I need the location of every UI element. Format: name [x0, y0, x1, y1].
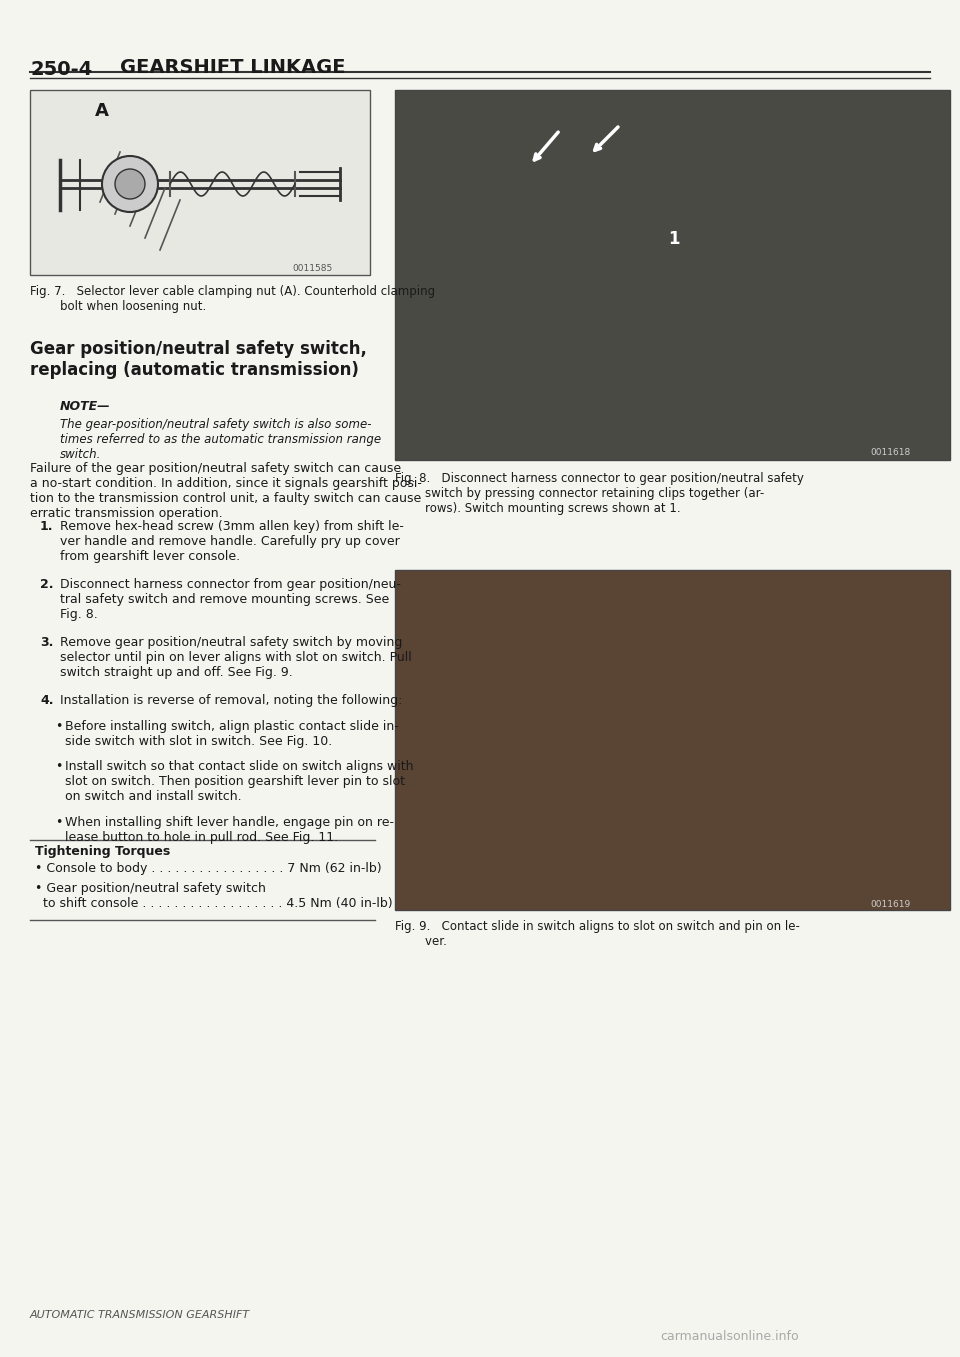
Text: 1: 1	[668, 229, 680, 248]
Text: The gear-position/neutral safety switch is also some-
times referred to as the a: The gear-position/neutral safety switch …	[60, 418, 381, 461]
Text: 3.: 3.	[40, 636, 54, 649]
Text: Installation is reverse of removal, noting the following:: Installation is reverse of removal, noti…	[60, 693, 402, 707]
Text: •: •	[55, 760, 62, 773]
Text: Install switch so that contact slide on switch aligns with
slot on switch. Then : Install switch so that contact slide on …	[65, 760, 414, 803]
Text: GEARSHIFT LINKAGE: GEARSHIFT LINKAGE	[120, 58, 346, 77]
Text: Disconnect harness connector from gear position/neu-
tral safety switch and remo: Disconnect harness connector from gear p…	[60, 578, 401, 622]
Text: Gear position/neutral safety switch,
replacing (automatic transmission): Gear position/neutral safety switch, rep…	[30, 341, 367, 379]
Text: Remove gear position/neutral safety switch by moving
selector until pin on lever: Remove gear position/neutral safety swit…	[60, 636, 412, 678]
Text: 0011618: 0011618	[870, 448, 910, 457]
Circle shape	[115, 170, 145, 199]
Text: 4.: 4.	[40, 693, 54, 707]
Text: 0011619: 0011619	[870, 900, 910, 909]
Text: When installing shift lever handle, engage pin on re-
lease button to hole in pu: When installing shift lever handle, enga…	[65, 816, 394, 844]
Text: Tightening Torques: Tightening Torques	[35, 845, 170, 858]
Text: 0011585: 0011585	[292, 265, 332, 273]
Text: 250-4: 250-4	[30, 60, 92, 79]
Bar	[395, 90, 950, 460]
Text: 1.: 1.	[40, 520, 54, 533]
Text: •: •	[55, 721, 62, 733]
Text: Fig. 8.   Disconnect harness connector to gear position/neutral safety
        s: Fig. 8. Disconnect harness connector to …	[395, 472, 804, 516]
Circle shape	[102, 156, 158, 212]
Text: Fig. 9.   Contact slide in switch aligns to slot on switch and pin on le-
      : Fig. 9. Contact slide in switch aligns t…	[395, 920, 800, 949]
Text: Fig. 7.   Selector lever cable clamping nut (A). Counterhold clamping
        bo: Fig. 7. Selector lever cable clamping nu…	[30, 285, 435, 313]
Text: A: A	[95, 102, 108, 119]
Text: Before installing switch, align plastic contact slide in-
side switch with slot : Before installing switch, align plastic …	[65, 721, 398, 748]
Text: • Console to body . . . . . . . . . . . . . . . . . 7 Nm (62 in-lb): • Console to body . . . . . . . . . . . …	[35, 862, 382, 875]
Text: Failure of the gear position/neutral safety switch can cause
a no-start conditio: Failure of the gear position/neutral saf…	[30, 461, 421, 520]
Text: •: •	[55, 816, 62, 829]
Text: NOTE—: NOTE—	[60, 400, 110, 413]
Text: Remove hex-head screw (3mm allen key) from shift le-
ver handle and remove handl: Remove hex-head screw (3mm allen key) fr…	[60, 520, 404, 563]
Text: 2.: 2.	[40, 578, 54, 592]
Text: AUTOMATIC TRANSMISSION GEARSHIFT: AUTOMATIC TRANSMISSION GEARSHIFT	[30, 1310, 251, 1320]
Bar	[30, 90, 370, 275]
Text: carmanualsonline.info: carmanualsonline.info	[660, 1330, 799, 1343]
Text: • Gear position/neutral safety switch
  to shift console . . . . . . . . . . . .: • Gear position/neutral safety switch to…	[35, 882, 393, 911]
Bar	[395, 570, 950, 911]
